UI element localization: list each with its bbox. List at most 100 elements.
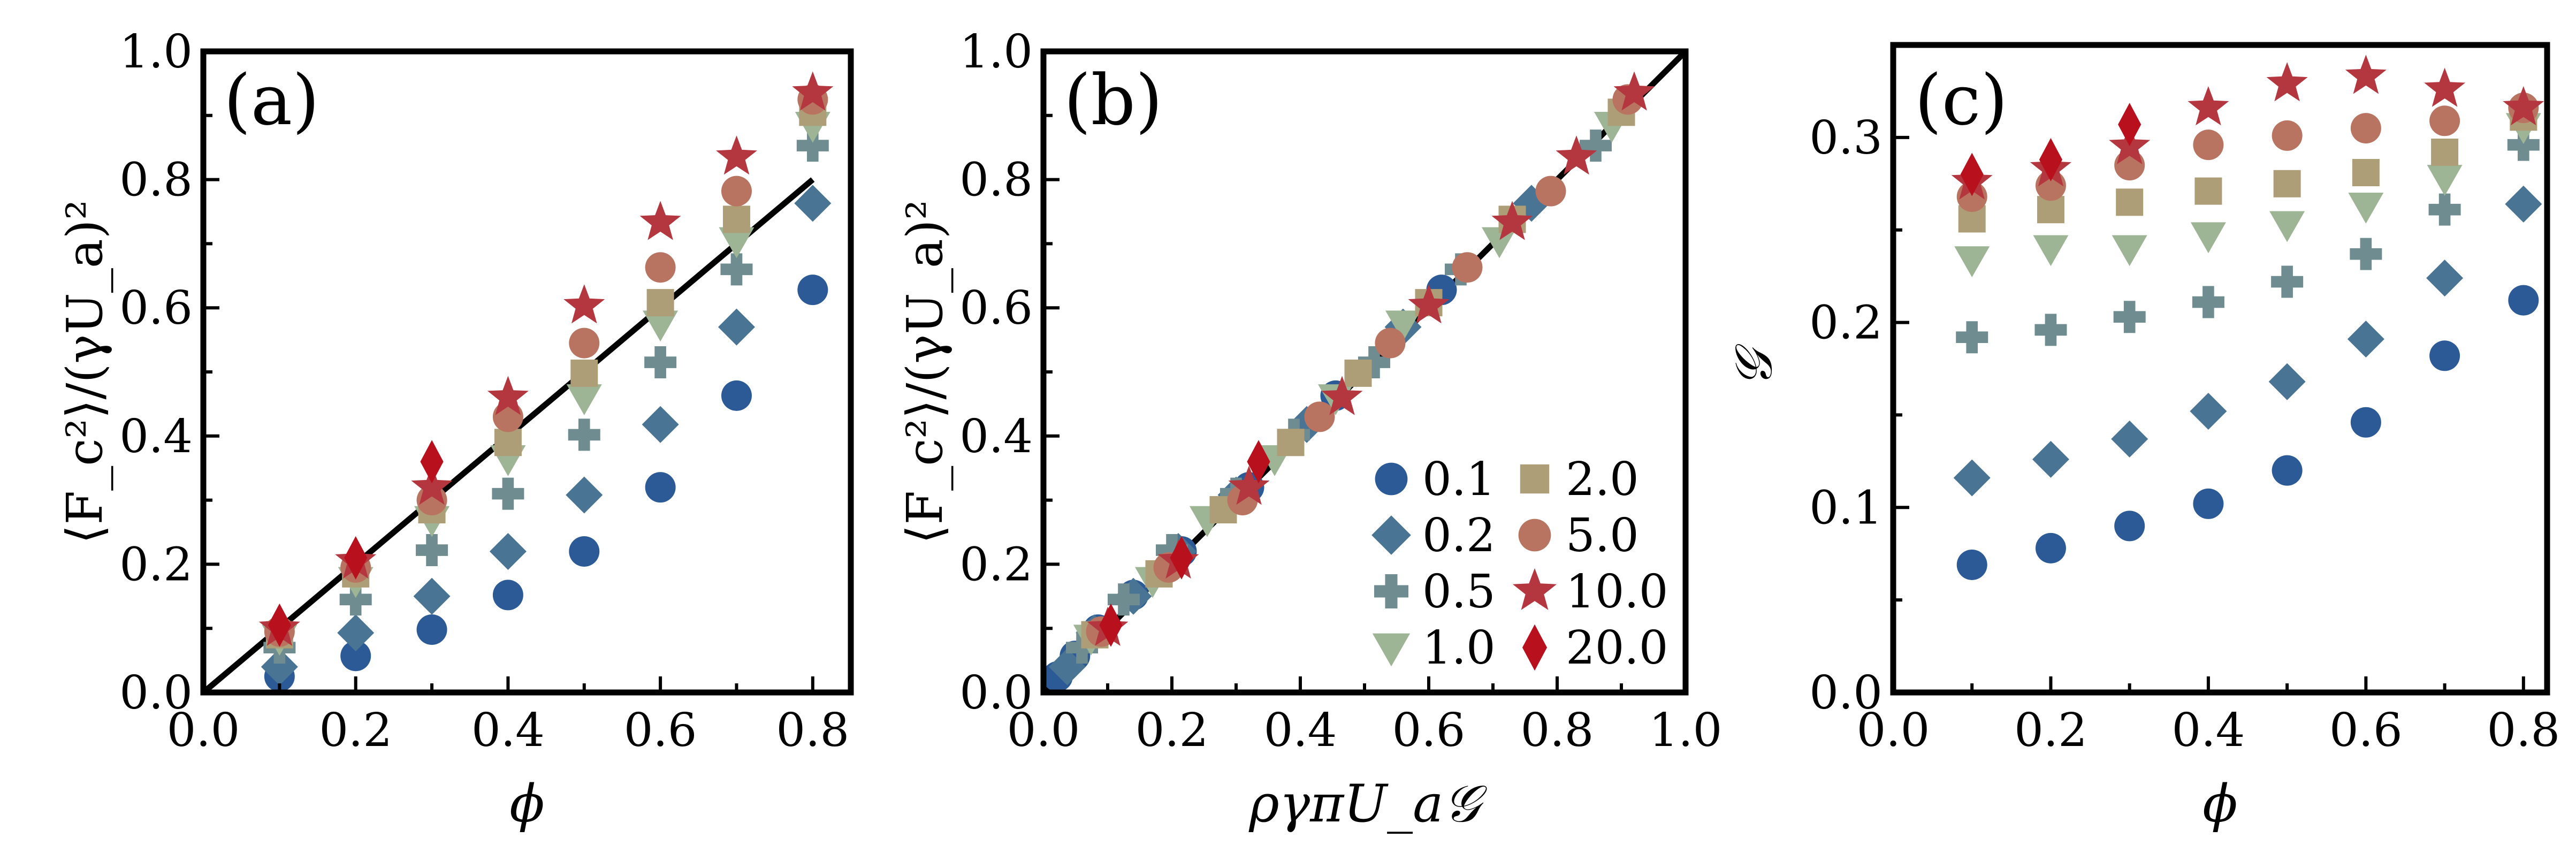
point-0_1 [645,472,676,503]
panel-c-ticks: 0.0 0.2 0.4 0.6 0.8 0.0 0.1 0.2 0.3 [1809,43,2560,757]
y-tick-label: 0.4 [959,410,1033,463]
point-10_0 [716,135,757,175]
point-0_5 [796,130,829,162]
legend: 0.1 2.0 0.2 5.0 0.5 10.0 1.0 20.0 [1371,453,1668,675]
panel-b-ylabel: ⟨F_c²⟩/(γU_a)² [896,200,954,544]
point-1_0 [2427,165,2463,196]
panel-a-xlabel: ϕ [509,774,544,834]
x-tick-label: 0.2 [1135,704,1209,757]
point-0_1 [2035,532,2066,563]
point-0_5 [339,583,372,616]
x-tick-label: 0.0 [1857,704,1930,757]
point-0_1 [2350,407,2381,438]
point-10_0 [411,466,453,505]
legend-label: 20.0 [1566,621,1668,675]
point-20_0 [268,603,291,647]
legend-label: 1.0 [1422,621,1496,675]
panel-a-frame [200,48,854,696]
point-5_0 [721,176,752,207]
point-1_0 [2033,235,2069,266]
panel-c-xlabel: ϕ [2202,774,2237,834]
y-tick-label: 0.8 [119,154,193,207]
panel-a-label: (a) [224,59,319,141]
point-5_0 [569,328,600,359]
point-0_5 [1956,321,1988,354]
point-0_5 [1108,583,1140,616]
y-tick-label: 0.0 [119,666,193,720]
point-20_0 [2118,103,2141,147]
point-0_2 [718,308,755,346]
panel-c: 0.0 0.2 0.4 0.6 0.8 0.0 0.1 0.2 0.3 (c) ϕ 𝒢 [1724,42,2560,834]
point-1_0 [1954,246,1990,278]
x-tick-label: 0.4 [2172,704,2245,757]
point-0_1 [2114,511,2145,542]
y-tick-label: 0.0 [959,666,1033,720]
point-0_5 [2113,301,2146,333]
point-5_0 [645,252,676,283]
panel-b-xlabel: ργπU_a𝒢 [1248,774,1487,834]
point-0_2 [794,185,832,222]
x-tick-label: 0.2 [2014,704,2087,757]
legend-marker-10_0 [1512,568,1557,610]
point-1_0 [566,384,602,415]
point-0_5 [720,253,753,286]
point-20_0 [1099,603,1123,647]
panel-b-frame [1040,48,1689,696]
point-1_0 [643,310,679,342]
point-5_0 [1452,252,1483,283]
point-0_2 [337,614,375,652]
point-10_0 [639,201,681,240]
point-0_1 [569,536,600,567]
point-10_0 [2424,67,2466,107]
x-tick-label: 0.4 [471,704,545,757]
point-2_0 [2116,188,2144,216]
x-tick-label: 0.0 [167,704,240,757]
y-tick-label: 0.2 [1809,296,1883,350]
point-2_0 [2352,159,2380,187]
point-0_5 [2350,238,2382,270]
point-10_0 [1556,135,1597,175]
point-2_0 [2273,170,2301,197]
point-0_2 [489,532,527,570]
point-10_0 [792,71,834,111]
point-2_0 [646,289,674,317]
point-0_2 [2032,440,2069,478]
point-0_5 [644,346,677,379]
point-0_1 [2272,455,2303,486]
point-5_0 [2272,120,2303,151]
y-tick-label: 0.6 [119,281,193,335]
point-10_0 [2188,86,2229,126]
legend-label: 0.1 [1422,453,1496,506]
panel-a: 0.0 0.2 0.4 0.6 0.80.00.20.40.60.81.0 (a) ϕ … [56,25,854,834]
y-tick-label: 0.2 [119,538,193,591]
point-10_0 [1491,201,1533,240]
point-20_0 [1960,153,1984,196]
legend-label: 10.0 [1566,565,1668,619]
point-5_0 [1535,176,1566,207]
point-20_0 [1170,536,1193,580]
point-10_0 [1228,466,1270,505]
point-10_0 [1321,376,1363,415]
x-tick-label: 0.6 [624,704,697,757]
point-0_2 [413,577,451,615]
panel-a-marks [201,71,834,695]
point-10_0 [487,376,529,415]
point-5_0 [2429,105,2460,136]
point-2_0 [494,429,522,456]
legend-label: 0.2 [1422,509,1496,562]
point-0_1 [2193,488,2224,519]
panel-c-ylabel: 𝒢 [1724,344,1784,387]
x-tick-label: 0.6 [2329,704,2403,757]
point-1_0 [2269,211,2305,242]
y-tick-label: 0.0 [1809,666,1883,720]
point-0_5 [492,477,524,510]
point-0_5 [1358,346,1390,379]
point-0_2 [1953,459,1991,497]
panel-c-marks [1951,55,2544,580]
point-0_1 [797,275,828,306]
point-2_0 [570,359,598,387]
point-0_2 [2111,420,2148,458]
panel-a-ylabel: ⟨F_c²⟩/(γU_a)² [56,200,113,544]
point-10_0 [563,284,605,324]
